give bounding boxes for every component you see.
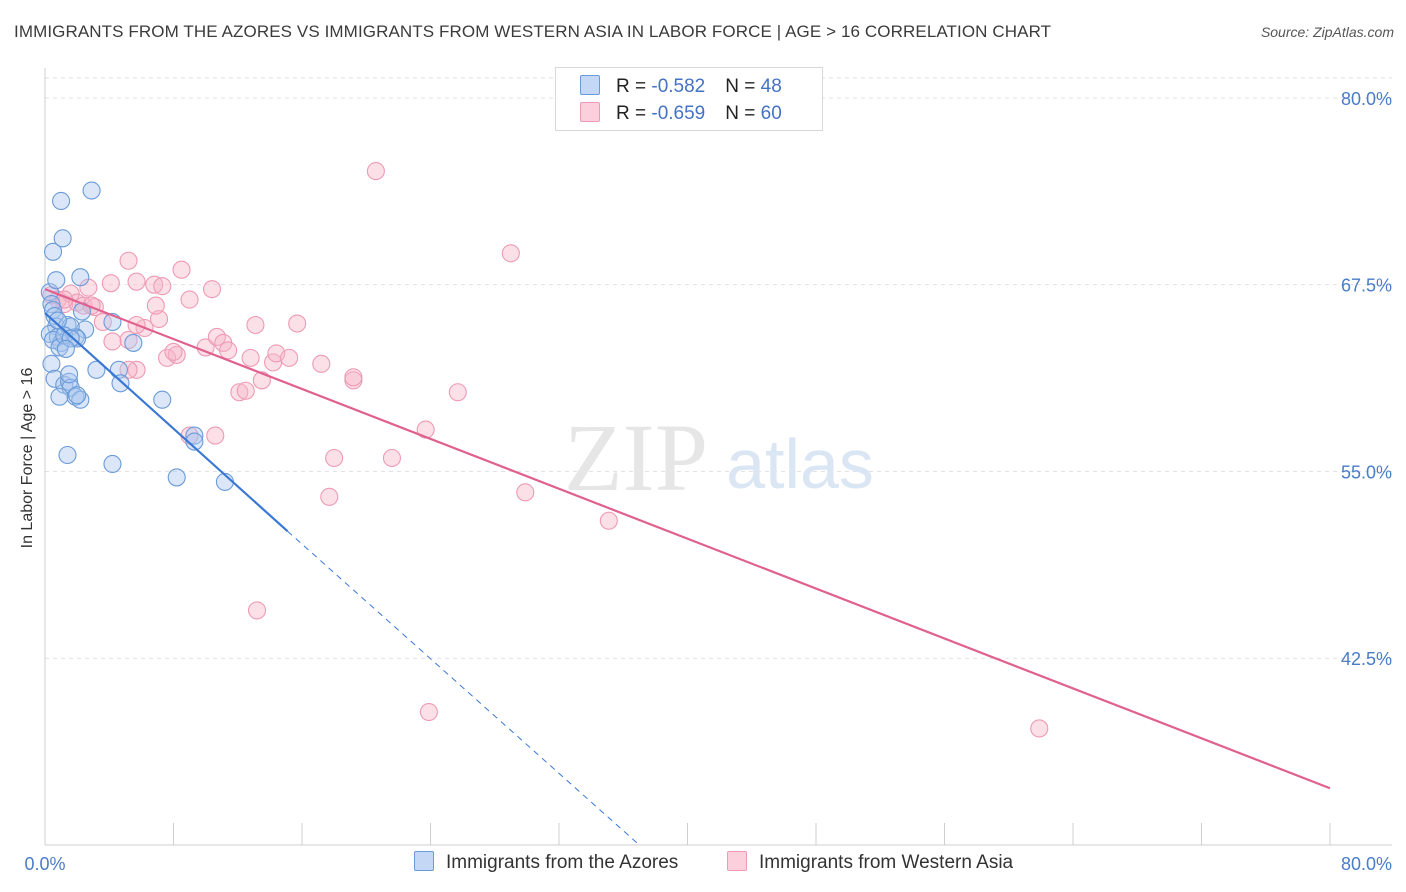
data-point-western-asia[interactable]: [93, 312, 112, 332]
legend-row-western-asia: R = -0.659 N = 60: [580, 102, 782, 126]
trendline-azores: [44, 312, 289, 533]
legend-swatch-blue: [414, 851, 434, 871]
data-point-western-asia[interactable]: [146, 296, 165, 315]
data-point-azores[interactable]: [111, 374, 130, 393]
data-point-western-asia[interactable]: [366, 162, 385, 181]
data-point-western-asia[interactable]: [344, 368, 363, 387]
data-point-western-asia[interactable]: [516, 483, 535, 502]
data-point-western-asia[interactable]: [325, 448, 344, 468]
legend-r-value: -0.582: [651, 76, 706, 97]
data-point-azores[interactable]: [60, 372, 79, 391]
data-point-western-asia[interactable]: [103, 332, 122, 351]
data-point-western-asia[interactable]: [288, 314, 307, 333]
data-point-azores[interactable]: [153, 390, 172, 409]
legend-swatch-blue: [580, 75, 600, 95]
data-point-azores[interactable]: [124, 333, 143, 352]
legend-item-azores[interactable]: Immigrants from the Azores: [414, 851, 678, 874]
data-point-azores[interactable]: [43, 242, 63, 261]
data-point-western-asia[interactable]: [119, 251, 138, 270]
legend-row-azores: R = -0.582 N = 48: [580, 75, 782, 99]
legend-label-azores: Immigrants from the Azores: [446, 852, 679, 873]
y-tick-label: 42.5%: [1341, 649, 1392, 669]
data-point-western-asia[interactable]: [382, 448, 402, 468]
legend-n-label: N =: [725, 103, 761, 124]
data-point-western-asia[interactable]: [320, 487, 339, 506]
legend-r-value: -0.659: [651, 103, 706, 124]
data-point-azores[interactable]: [68, 386, 87, 405]
y-tick-label: 80.0%: [1341, 89, 1392, 109]
data-point-western-asia[interactable]: [599, 511, 618, 530]
data-point-western-asia[interactable]: [312, 354, 331, 373]
data-point-western-asia[interactable]: [230, 383, 249, 402]
data-point-azores[interactable]: [58, 445, 77, 465]
legend-n-value: 48: [760, 76, 782, 97]
data-point-western-asia[interactable]: [247, 601, 267, 620]
data-point-azores[interactable]: [43, 330, 63, 350]
data-point-western-asia[interactable]: [167, 345, 186, 364]
data-point-azores[interactable]: [50, 387, 69, 406]
watermark-zip: ZIP: [564, 404, 708, 511]
legend-r-label: R =: [616, 103, 652, 124]
data-point-azores[interactable]: [185, 426, 204, 445]
data-point-western-asia[interactable]: [149, 309, 169, 329]
data-point-western-asia[interactable]: [101, 274, 120, 293]
data-point-azores[interactable]: [47, 271, 66, 290]
legend-swatch-pink: [727, 851, 747, 871]
data-point-azores[interactable]: [60, 365, 79, 384]
y-axis-label: In Labor Force | Age > 16: [19, 367, 36, 549]
data-point-azores[interactable]: [45, 369, 64, 388]
data-point-azores[interactable]: [56, 339, 75, 358]
data-point-western-asia[interactable]: [127, 272, 146, 291]
data-point-western-asia[interactable]: [236, 381, 255, 400]
legend-swatch-pink: [580, 102, 600, 122]
data-point-azores[interactable]: [87, 360, 106, 379]
data-point-western-asia[interactable]: [448, 383, 467, 402]
data-point-azores[interactable]: [167, 468, 186, 487]
watermark-atlas: atlas: [726, 425, 874, 503]
data-point-azores[interactable]: [48, 311, 67, 330]
data-point-azores[interactable]: [42, 354, 61, 373]
data-point-azores[interactable]: [185, 432, 204, 451]
data-point-azores[interactable]: [68, 329, 87, 348]
data-point-azores[interactable]: [82, 181, 101, 200]
trendline-azores-extension: [287, 530, 640, 846]
legend-n-value: 60: [760, 103, 782, 124]
correlation-legend: R = -0.582 N = 48 R = -0.659 N = 60: [555, 67, 823, 131]
data-point-western-asia[interactable]: [246, 315, 265, 335]
legend-item-western-asia[interactable]: Immigrants from Western Asia: [727, 851, 1013, 874]
data-point-western-asia[interactable]: [1030, 719, 1049, 738]
data-point-western-asia[interactable]: [153, 277, 172, 296]
data-point-western-asia[interactable]: [501, 244, 520, 263]
data-point-western-asia[interactable]: [180, 290, 199, 309]
y-tick-label: 67.5%: [1341, 276, 1392, 296]
chart-title: IMMIGRANTS FROM THE AZORES VS IMMIGRANTS…: [14, 22, 1052, 41]
data-point-western-asia[interactable]: [119, 330, 138, 350]
data-point-western-asia[interactable]: [206, 426, 225, 445]
data-point-azores[interactable]: [53, 229, 72, 248]
data-point-azores[interactable]: [52, 191, 71, 211]
data-point-western-asia[interactable]: [219, 341, 238, 360]
y-tick-label: 55.0%: [1341, 462, 1392, 482]
data-point-azores[interactable]: [103, 454, 122, 474]
trendline-western-asia: [44, 288, 1331, 790]
x-tick-label-max: 80.0%: [1341, 854, 1392, 874]
data-point-western-asia[interactable]: [164, 342, 183, 361]
x-tick-label-min: 0.0%: [24, 854, 65, 874]
data-point-western-asia[interactable]: [119, 360, 138, 379]
data-point-western-asia[interactable]: [419, 702, 438, 722]
data-point-western-asia[interactable]: [241, 348, 260, 367]
data-point-azores[interactable]: [71, 268, 90, 287]
source-label: Source: ZipAtlas.com: [1260, 24, 1394, 40]
data-point-western-asia[interactable]: [203, 280, 222, 299]
legend-n-label: N =: [725, 76, 761, 97]
data-point-azores[interactable]: [61, 329, 80, 348]
legend-r-label: R =: [616, 76, 652, 97]
data-point-western-asia[interactable]: [172, 260, 191, 279]
legend-label-western-asia: Immigrants from Western Asia: [759, 852, 1014, 873]
data-point-azores[interactable]: [42, 295, 61, 314]
data-point-western-asia[interactable]: [280, 348, 299, 367]
